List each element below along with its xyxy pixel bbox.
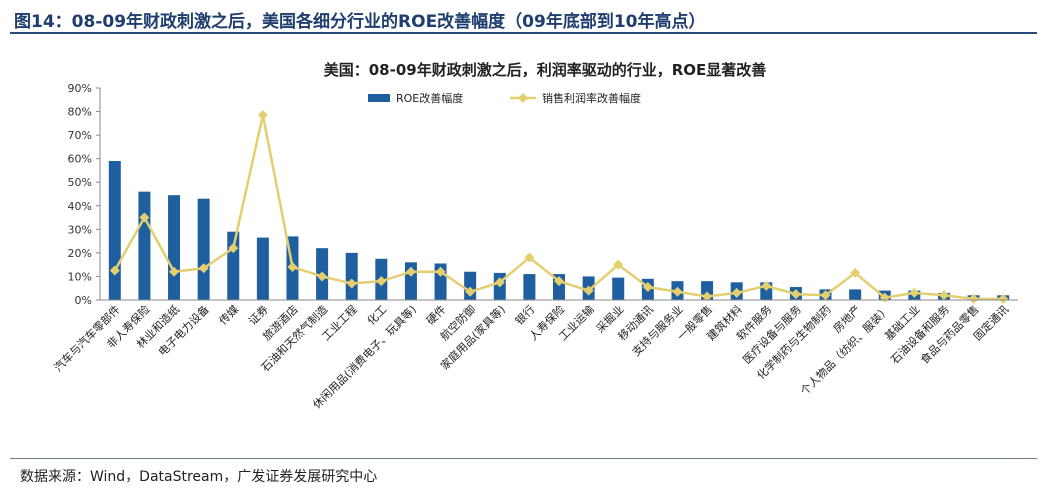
line-point-margin [968, 293, 979, 304]
line-point-margin [672, 286, 683, 297]
y-tick-label: 20% [68, 247, 92, 260]
legend-swatch-roe [368, 94, 390, 102]
x-category-label: 证券 [246, 302, 271, 327]
line-point-margin [731, 287, 742, 298]
line-point-margin [524, 252, 535, 263]
line-point-margin [139, 212, 150, 223]
legend-swatch-margin-marker [518, 93, 528, 103]
bar-roe-improvement [108, 161, 121, 300]
line-point-margin [346, 278, 357, 289]
bar-roe-improvement [849, 289, 862, 300]
line-point-margin [287, 262, 298, 273]
line-point-margin [494, 277, 505, 288]
y-tick-label: 90% [68, 82, 92, 95]
y-tick-label: 60% [68, 153, 92, 166]
chart-title: 美国：08-09年财政刺激之后，利润率驱动的行业，ROE显著改善 [324, 61, 767, 79]
source-rule [10, 458, 1037, 459]
title-rule [10, 32, 1037, 34]
line-point-margin [228, 243, 239, 254]
y-tick-label: 40% [68, 200, 92, 213]
bar-roe-improvement [256, 237, 269, 300]
bar-roe-improvement [612, 277, 625, 300]
line-margin-improvement [113, 114, 1004, 301]
line-point-margin [554, 276, 564, 287]
y-tick-label: 0% [75, 294, 92, 307]
line-point-margin [909, 287, 920, 298]
line-point-margin [702, 291, 713, 302]
y-tick-label: 80% [68, 106, 92, 119]
line-point-margin [613, 259, 624, 270]
bar-roe-improvement [197, 198, 210, 300]
line-point-margin [583, 285, 594, 296]
line-point-margin [317, 271, 328, 282]
y-tick-label: 30% [68, 223, 92, 236]
line-point-margin [790, 289, 801, 300]
line-point-margin [820, 290, 831, 301]
x-category-label: 硬件 [424, 303, 449, 328]
x-category-label: 银行 [512, 302, 537, 327]
y-tick-label: 70% [68, 129, 92, 142]
line-point-margin [257, 110, 268, 121]
y-tick-label: 50% [68, 176, 92, 189]
line-point-margin [938, 290, 949, 301]
legend-label-roe: ROE改善幅度 [396, 91, 463, 105]
chart: 美国：08-09年财政刺激之后，利润率驱动的行业，ROE显著改善 0% 10% 20… [51, 61, 1018, 412]
legend-label-margin: 销售利润率改善幅度 [542, 91, 641, 105]
legend: ROE改善幅度 销售利润率改善幅度 [368, 91, 641, 105]
bar-roe-improvement [168, 195, 181, 300]
figure-title: 图14：08-09年财政刺激之后，美国各细分行业的ROE改善幅度（09年底部到1… [14, 12, 706, 32]
line-point-margin [435, 266, 446, 277]
line-point-margin [169, 266, 180, 277]
line-point-margin [376, 276, 387, 287]
x-category-label: 传媒 [217, 303, 242, 328]
line-point-margin [850, 267, 861, 278]
line-point-margin [109, 265, 120, 276]
y-axis: 0% 10% 20% 30% 40% 50% 60% 70% 80% 90% [68, 82, 101, 307]
bar-roe-improvement [138, 191, 151, 300]
source-note: 数据来源：Wind，DataStream，广发证券发展研究中心 [20, 469, 378, 485]
line-point-margin [998, 293, 1009, 304]
bar-roe-improvement [227, 231, 240, 300]
bar-roe-improvement [523, 274, 536, 300]
y-tick-label: 10% [68, 270, 92, 283]
x-category-label: 化工 [364, 302, 389, 327]
line-point-margin [642, 282, 653, 293]
line-series [109, 110, 1009, 304]
line-point-margin [198, 263, 209, 274]
line-point-margin [761, 280, 772, 291]
line-point-margin [405, 266, 416, 277]
line-point-margin [465, 286, 476, 297]
bar-roe-improvement [345, 252, 358, 300]
